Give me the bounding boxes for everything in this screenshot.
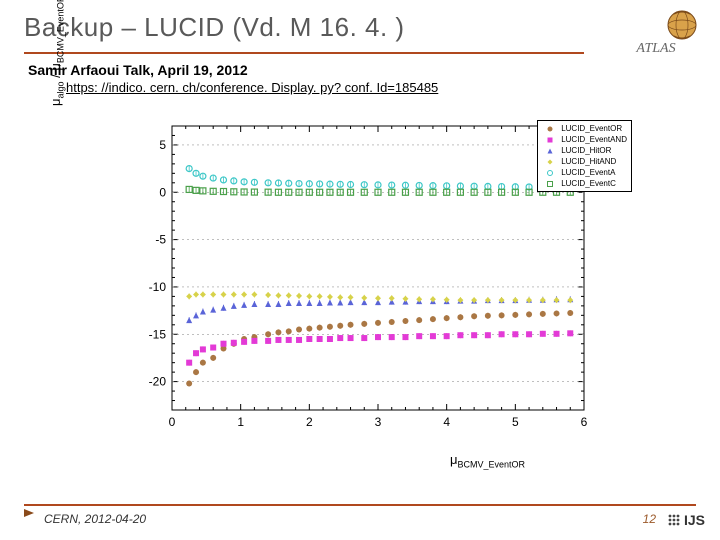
chart: 012345650-5-10-15-20 LUCID_EventORLUCID_… (88, 110, 632, 474)
svg-text:-10: -10 (149, 280, 167, 294)
atlas-logo: ATLAS (612, 8, 700, 56)
legend-item: LUCID_EventC (542, 178, 627, 189)
svg-text:2: 2 (306, 415, 313, 429)
svg-text:5: 5 (159, 138, 166, 152)
legend-label: LUCID_EventC (561, 178, 616, 189)
svg-text:-15: -15 (149, 327, 167, 341)
legend-label: LUCID_EventAND (561, 134, 627, 145)
legend-item: LUCID_EventOR (542, 123, 627, 134)
svg-text:0: 0 (169, 415, 176, 429)
legend-item: LUCID_HitOR (542, 145, 627, 156)
reference-link[interactable]: https: //indico. cern. ch/conference. Di… (66, 80, 438, 95)
svg-text:IJS: IJS (684, 512, 705, 528)
legend-label: LUCID_EventA (561, 167, 615, 178)
legend-label: LUCID_HitAND (561, 156, 616, 167)
legend-item: LUCID_EventA (542, 167, 627, 178)
ijs-logo: IJS (664, 510, 708, 530)
slide-title: Backup – LUCID (Vd. M 16. 4. ) (24, 12, 405, 43)
svg-text:3: 3 (375, 415, 382, 429)
footer-arrow-icon (24, 506, 36, 524)
svg-text:6: 6 (581, 415, 588, 429)
legend: LUCID_EventORLUCID_EventANDLUCID_HitORLU… (537, 120, 632, 192)
svg-text:4: 4 (443, 415, 450, 429)
svg-text:1: 1 (237, 415, 244, 429)
footer-text: CERN, 2012-04-20 (44, 512, 146, 526)
legend-label: LUCID_EventOR (561, 123, 622, 134)
svg-text:ATLAS: ATLAS (635, 41, 675, 56)
y-axis-label: μalgo / μBCMV_EventOR − 1 [%] (48, 0, 66, 106)
svg-text:0: 0 (159, 185, 166, 199)
svg-text:-20: -20 (149, 375, 167, 389)
title-rule (24, 52, 584, 54)
legend-label: LUCID_HitOR (561, 145, 611, 156)
footer-rule (24, 504, 696, 506)
legend-item: LUCID_HitAND (542, 156, 627, 167)
svg-text:-5: -5 (155, 233, 166, 247)
page-number: 12 (643, 512, 656, 526)
svg-text:5: 5 (512, 415, 519, 429)
legend-item: LUCID_EventAND (542, 134, 627, 145)
scatter-plot: 0 1 2 3 4 5 6 5 0 -5 -10 -15 -20 (138, 120, 592, 436)
x-axis-label: μBCMV_EventOR (450, 452, 525, 470)
